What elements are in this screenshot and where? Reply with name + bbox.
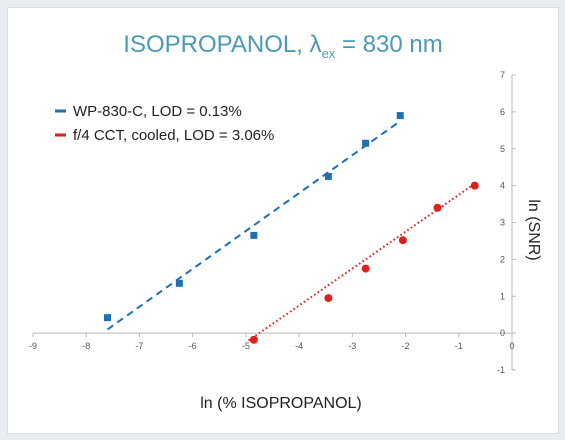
x-axis-title: ln (% ISOPROPANOL) xyxy=(200,395,362,412)
x-tick-label: -1 xyxy=(455,341,463,351)
legend-label-series-2: f/4 CCT, cooled, LOD = 3.06% xyxy=(73,127,274,144)
data-point-series-1 xyxy=(396,112,404,120)
data-point-series-1 xyxy=(362,139,370,147)
x-tick-label: -3 xyxy=(348,341,356,351)
x-tick-label: -9 xyxy=(29,341,37,351)
y-axis-title: ln (SNR) xyxy=(525,199,542,260)
y-tick-label: 6 xyxy=(500,107,505,117)
axes: -9 -8 -7 -6 -5 -4 -3 -2 -1 0 -1 0 1 2 3 4 5 6 7 xyxy=(29,70,516,375)
x-tick-label: -2 xyxy=(402,341,410,351)
x-tick-label: -6 xyxy=(189,341,197,351)
y-tick-label: 4 xyxy=(500,181,505,191)
data-point-series-1 xyxy=(250,231,258,239)
x-tick-label: -8 xyxy=(82,341,90,351)
legend: WP-830-C, LOD = 0.13% f/4 CCT, cooled, LO… xyxy=(55,103,274,144)
data-point-series-1 xyxy=(324,172,332,180)
y-tick-label: 7 xyxy=(500,70,505,80)
chart: ISOPROPANOL, λex = 830 nm -9 -8 -7 -6 -5 -4 -3… xyxy=(29,31,542,412)
data-point-series-2 xyxy=(470,181,479,190)
data-point-series-1 xyxy=(104,314,112,322)
y-tick-label: -1 xyxy=(497,365,505,375)
y-tick-label: 5 xyxy=(500,144,505,154)
x-tick-label: 0 xyxy=(509,341,514,351)
data-point-series-2 xyxy=(398,236,407,245)
data-point-series-2 xyxy=(433,203,442,212)
chart-card: ISOPROPANOL, λex = 830 nm -9 -8 -7 -6 -5 -4 -3… xyxy=(7,7,559,434)
y-tick-label: 0 xyxy=(500,328,505,338)
data-point-series-2 xyxy=(361,264,370,273)
data-point-series-2 xyxy=(324,294,333,303)
legend-label-series-1: WP-830-C, LOD = 0.13% xyxy=(73,103,242,120)
data-point-series-2 xyxy=(249,335,258,344)
x-tick-label: -5 xyxy=(242,341,250,351)
data-points xyxy=(104,112,479,344)
x-tick-label: -7 xyxy=(135,341,143,351)
chart-title: ISOPROPANOL, λex = 830 nm xyxy=(123,31,442,61)
trendlines xyxy=(106,120,476,342)
y-tick-label: 1 xyxy=(500,291,505,301)
data-point-series-1 xyxy=(175,279,183,287)
trendline-series-1 xyxy=(106,120,401,331)
y-tick-label: 2 xyxy=(500,254,505,264)
y-tick-label: 3 xyxy=(500,218,505,228)
x-tick-label: -4 xyxy=(295,341,303,351)
